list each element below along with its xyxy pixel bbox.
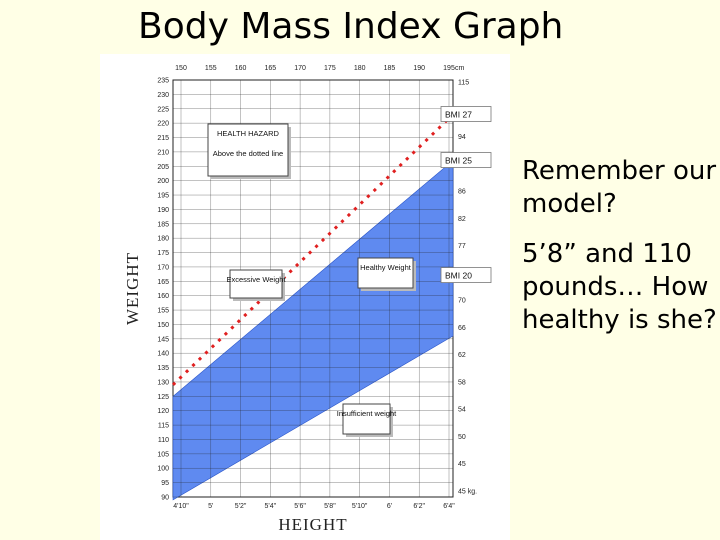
x-tick-label: 4'10" [173,503,189,510]
y-tick-label-kg: 94 [458,134,466,141]
x-tick-label-cm: 180 [354,65,366,72]
bmi-label: BMI 20 [445,271,472,281]
healthy-weight-annotation-box [357,257,414,289]
bmi-chart: 90 95 100 105 110 115 120 125 130 135 140 145 150 155… [100,54,510,540]
y-tick-label: 190 [157,207,169,214]
excessive-weight-annotation-text: Excessive Weight [226,275,286,284]
bmi-27-dotted-line [171,113,455,386]
x-tick-label: 5'4" [265,503,277,510]
y-tick-label: 175 [157,250,169,257]
y-tick-label-kg: 70 [458,298,466,305]
y-tick-label: 180 [157,236,169,243]
x-tick-label-cm: 185 [384,65,396,72]
excessive-weight-annotation-box [229,269,283,299]
x-unit-cm: cm [455,65,465,72]
y-tick-label: 125 [157,394,169,401]
y-tick-label: 160 [157,293,169,300]
y-tick-label: 95 [161,480,169,487]
y-tick-label-kg: 45 [458,461,466,468]
health-hazard-annotation-text: HEALTH HAZARD [217,129,280,138]
y-tick-label-kg: 115 [458,80,469,87]
y-tick-label-kg: 82 [458,216,466,223]
y-tick-label: 145 [157,336,169,343]
x-tick-label: 5'6" [294,503,306,510]
y-tick-label: 215 [157,135,169,142]
y-tick-label-kg: 50 [458,434,466,441]
y-tick-label: 230 [157,92,169,99]
x-tick-label: 6' [387,503,392,510]
y-axis-title: WEIGHT [123,252,142,325]
bmi-label-box [440,152,492,168]
y-tick-label: 155 [157,308,169,315]
y-tick-label-kg: 86 [458,189,466,196]
y-tick-label: 130 [157,379,169,386]
y-tick-label: 110 [158,437,169,444]
y-tick-label: 200 [157,178,169,185]
y-tick-label: 115 [158,423,169,430]
y-tick-label: 165 [157,279,169,286]
y-tick-label: 140 [157,351,169,358]
x-tick-label-cm: 155 [205,65,217,72]
x-axis-title: HEIGHT [278,515,347,534]
y-tick-label: 195 [157,193,169,200]
y-tick-label: 120 [157,408,169,415]
x-tick-label: 5'8" [324,503,336,510]
healthy-weight-annotation-text: Healthy Weight [360,263,412,272]
x-tick-label: 6'4" [443,503,455,510]
x-tick-label: 5'2" [235,503,247,510]
insufficient-weight-annotation-text: Insufficient weight [337,409,397,418]
bullet-remember-model: Remember our model? [522,156,717,219]
y-tick-label: 205 [157,164,169,171]
bmi-label: BMI 25 [445,156,472,166]
bmi-label-box [440,267,492,283]
y-tick-label-kg: 58 [458,379,466,386]
slide-title: Body Mass Index Graph [138,6,564,47]
bmi-label-box [440,106,492,122]
bmi-chart-svg: 90 95 100 105 110 115 120 125 130 135 140 145 150 155… [123,65,492,534]
y-tick-label: 185 [157,221,169,228]
y-tick-label: 90 [161,495,169,502]
x-tick-label-cm: 165 [264,65,276,72]
y-tick-label-kg: 66 [458,325,466,332]
x-tick-label-cm: 175 [324,65,336,72]
health-hazard-annotation-text: Above the dotted line [213,149,283,158]
x-tick-label-cm: 160 [235,65,247,72]
x-tick-label-cm: 190 [413,65,425,72]
y-tick-label-kg: 54 [458,407,466,414]
x-tick-label-cm: 195 [443,65,455,72]
y-tick-label: 225 [157,106,169,113]
x-tick-label: 6'2" [413,503,425,510]
x-tick-label-cm: 150 [175,65,187,72]
y-tick-label: 100 [157,466,169,473]
bmi-label: BMI 27 [445,110,472,120]
y-tick-label: 210 [157,149,169,156]
y-tick-label: 170 [157,264,169,271]
y-tick-label: 220 [157,121,169,128]
x-tick-label: 5'10" [352,503,368,510]
insufficient-weight-annotation-box [342,403,391,435]
y-tick-label: 105 [157,451,169,458]
x-tick-label: 5' [208,503,213,510]
y-tick-label: 150 [157,322,169,329]
bullet-height-weight-question: 5’8” and 110 pounds… How healthy is she? [522,239,717,335]
y-tick-label: 135 [157,365,169,372]
health-hazard-annotation-box [207,123,289,177]
y-tick-label-kg: 62 [458,352,466,359]
y-tick-label-kg: 77 [458,243,466,250]
y-tick-label: 235 [157,78,169,85]
y-tick-label-kg: 45 kg. [458,489,477,496]
x-tick-label-cm: 170 [294,65,306,72]
